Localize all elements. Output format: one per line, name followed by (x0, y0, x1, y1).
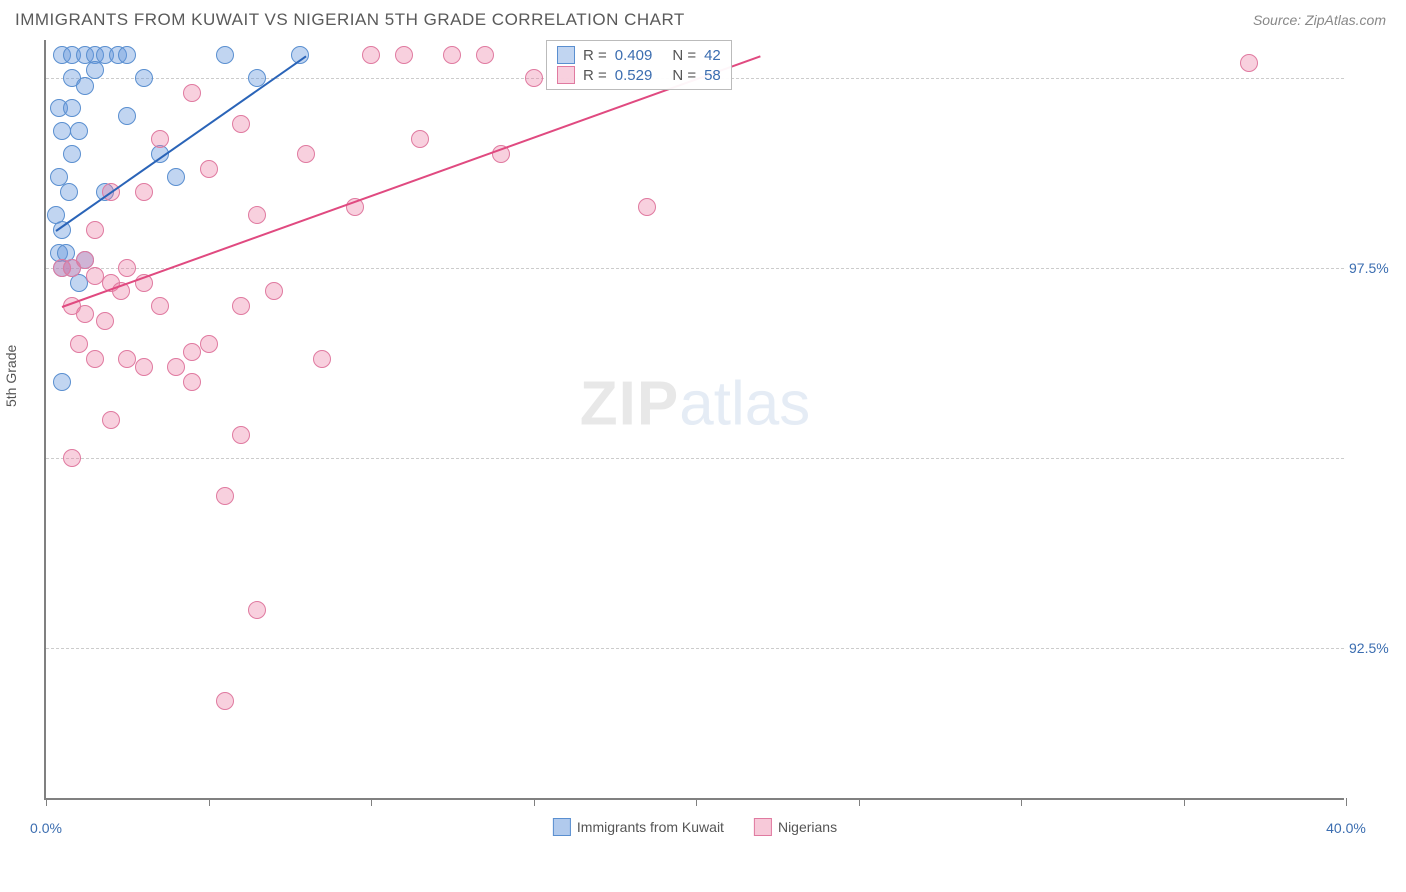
scatter-point (102, 411, 120, 429)
scatter-point (638, 198, 656, 216)
scatter-point (96, 312, 114, 330)
stats-r-value: 0.529 (615, 67, 653, 84)
scatter-point (216, 46, 234, 64)
scatter-point (443, 46, 461, 64)
scatter-point (63, 145, 81, 163)
stats-r-label: R = (583, 47, 607, 64)
stats-n-value: 42 (704, 47, 721, 64)
chart-header: IMMIGRANTS FROM KUWAIT VS NIGERIAN 5TH G… (0, 0, 1406, 35)
legend-item: Immigrants from Kuwait (553, 818, 724, 836)
x-tick (1346, 798, 1347, 806)
scatter-point (297, 145, 315, 163)
scatter-point (248, 601, 266, 619)
scatter-point (151, 297, 169, 315)
scatter-point (60, 183, 78, 201)
stats-n-value: 58 (704, 67, 721, 84)
scatter-point (313, 350, 331, 368)
watermark-atlas: atlas (679, 369, 810, 438)
scatter-point (200, 335, 218, 353)
scatter-point (232, 115, 250, 133)
scatter-point (70, 122, 88, 140)
scatter-point (86, 221, 104, 239)
scatter-point (183, 373, 201, 391)
scatter-point (135, 358, 153, 376)
x-tick (209, 798, 210, 806)
stats-r-label: R = (583, 67, 607, 84)
y-tick-label: 92.5% (1349, 640, 1406, 656)
scatter-point (118, 46, 136, 64)
stats-swatch (557, 66, 575, 84)
x-tick (696, 798, 697, 806)
stats-r-value: 0.409 (615, 47, 653, 64)
legend-swatch (553, 818, 571, 836)
gridline-horizontal (46, 648, 1344, 649)
scatter-point (135, 69, 153, 87)
chart-plot-area: 5th Grade ZIPatlas 92.5%97.5%0.0%40.0% R… (44, 40, 1344, 800)
scatter-point (183, 343, 201, 361)
x-tick (1021, 798, 1022, 806)
scatter-point (476, 46, 494, 64)
scatter-point (265, 282, 283, 300)
scatter-point (183, 84, 201, 102)
y-axis-label: 5th Grade (3, 345, 19, 407)
stats-row: R = 0.409 N = 42 (557, 45, 721, 65)
legend-label: Immigrants from Kuwait (577, 819, 724, 835)
stats-row: R = 0.529 N = 58 (557, 65, 721, 85)
x-tick (46, 798, 47, 806)
scatter-point (135, 183, 153, 201)
x-tick (534, 798, 535, 806)
stats-n-label: N = (672, 47, 696, 64)
scatter-point (1240, 54, 1258, 72)
scatter-point (167, 168, 185, 186)
correlation-stats-box: R = 0.409 N = 42 R = 0.529 N = 58 (546, 40, 732, 90)
scatter-point (63, 449, 81, 467)
x-tick (371, 798, 372, 806)
scatter-point (232, 426, 250, 444)
scatter-point (395, 46, 413, 64)
gridline-horizontal (46, 458, 1344, 459)
scatter-point (118, 107, 136, 125)
scatter-point (362, 46, 380, 64)
chart-title: IMMIGRANTS FROM KUWAIT VS NIGERIAN 5TH G… (15, 10, 685, 30)
x-tick (1184, 798, 1185, 806)
scatter-point (525, 69, 543, 87)
scatter-point (151, 130, 169, 148)
gridline-horizontal (46, 268, 1344, 269)
scatter-point (63, 99, 81, 117)
scatter-point (118, 259, 136, 277)
scatter-point (53, 373, 71, 391)
scatter-point (86, 61, 104, 79)
x-tick-label: 0.0% (30, 820, 62, 836)
legend-swatch (754, 818, 772, 836)
watermark-zip: ZIP (580, 369, 679, 438)
watermark: ZIPatlas (580, 368, 810, 439)
scatter-point (76, 77, 94, 95)
trend-line (62, 55, 761, 308)
scatter-point (216, 692, 234, 710)
scatter-point (70, 335, 88, 353)
x-tick (859, 798, 860, 806)
source-label: Source: ZipAtlas.com (1253, 12, 1386, 28)
x-tick-label: 40.0% (1326, 820, 1366, 836)
y-tick-label: 97.5% (1349, 260, 1406, 276)
scatter-point (248, 206, 266, 224)
stats-n-label: N = (672, 67, 696, 84)
legend-label: Nigerians (778, 819, 837, 835)
scatter-point (232, 297, 250, 315)
scatter-point (411, 130, 429, 148)
scatter-point (86, 350, 104, 368)
legend-item: Nigerians (754, 818, 837, 836)
scatter-point (76, 305, 94, 323)
scatter-point (200, 160, 218, 178)
stats-swatch (557, 46, 575, 64)
scatter-point (167, 358, 185, 376)
bottom-legend: Immigrants from Kuwait Nigerians (553, 818, 837, 836)
scatter-point (216, 487, 234, 505)
